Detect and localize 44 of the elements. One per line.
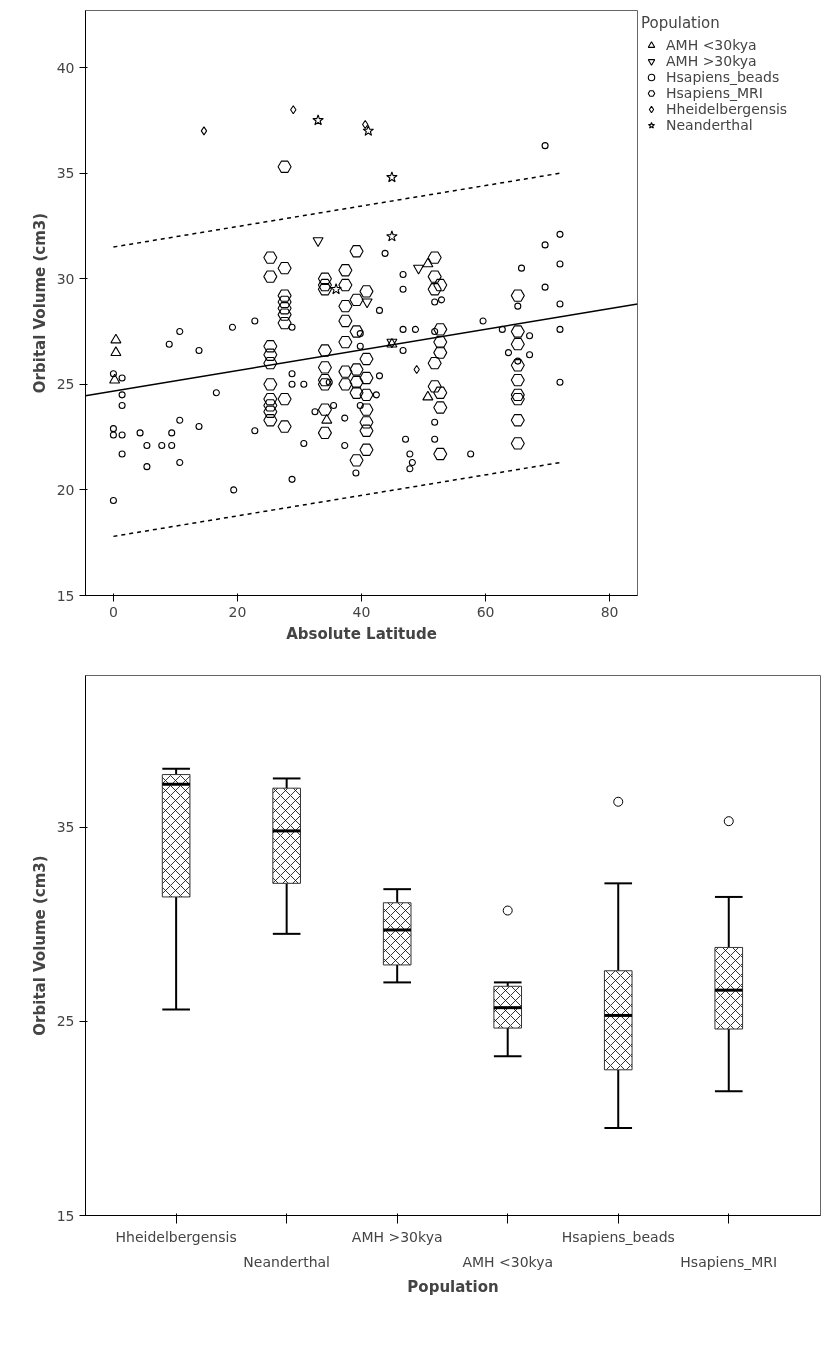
point — [330, 283, 342, 295]
legend-label: AMH >30kya — [666, 53, 757, 69]
point — [422, 390, 434, 401]
legend-label: Hheidelbergensis — [666, 101, 788, 117]
legend-label: AMH <30kya — [666, 37, 757, 53]
x-tick-label: 40 — [352, 603, 371, 620]
y-tick-label: 15 — [56, 1207, 75, 1224]
x-tick-label: AMH >30kya — [351, 1228, 443, 1245]
point — [110, 333, 122, 344]
point — [109, 373, 121, 384]
y-tick-label: 20 — [56, 481, 75, 498]
x-tick-label: Neanderthal — [243, 1253, 330, 1270]
y-tick-label: 35 — [56, 819, 75, 836]
x-tick-label: Hheidelbergensis — [115, 1228, 237, 1245]
y-tick-label: 30 — [56, 270, 75, 287]
point — [386, 171, 398, 183]
y-tick-label: 25 — [56, 376, 75, 393]
point — [386, 230, 398, 242]
point — [290, 105, 297, 115]
legend-label: Hsapiens_beads — [666, 69, 780, 85]
x-tick-label: 0 — [108, 603, 118, 620]
point — [422, 257, 434, 268]
point — [110, 346, 122, 357]
point — [312, 114, 324, 126]
x-tick-label: Hsapiens_MRI — [680, 1253, 778, 1270]
x-axis-title: Absolute Latitude — [286, 624, 437, 643]
y-axis-title: Orbital Volume (cm3) — [30, 212, 49, 394]
y-axis-title: Orbital Volume (cm3) — [30, 855, 49, 1036]
x-tick-label: 80 — [600, 603, 619, 620]
x-tick-label: 20 — [228, 603, 247, 620]
x-tick-label: AMH <30kya — [462, 1253, 554, 1270]
x-axis-title: Population — [407, 1277, 499, 1296]
legend-title: Population — [641, 14, 721, 32]
x-tick-label: 60 — [476, 603, 495, 620]
y-tick-label: 40 — [56, 59, 75, 76]
point — [200, 126, 208, 136]
y-tick-label: 25 — [56, 1013, 75, 1030]
x-tick-label: Hsapiens_beads — [561, 1228, 675, 1245]
point — [321, 413, 333, 424]
y-tick-label: 35 — [56, 165, 75, 182]
legend-label: Neanderthal — [666, 117, 753, 133]
point — [362, 124, 375, 136]
y-tick-label: 15 — [56, 587, 75, 604]
legend-label: Hsapiens_MRI — [666, 85, 763, 101]
